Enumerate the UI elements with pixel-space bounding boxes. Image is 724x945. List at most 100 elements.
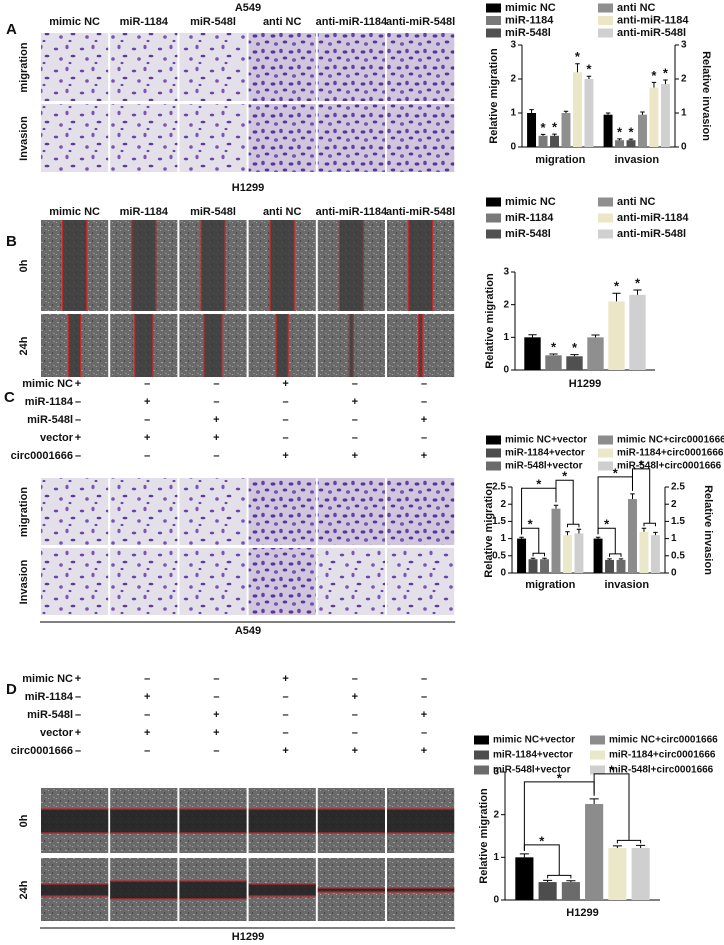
condition-sign: – (352, 727, 358, 739)
legend-swatch (486, 16, 501, 25)
micrograph (41, 104, 109, 172)
condition-sign: – (421, 673, 427, 685)
condition-sign: + (352, 745, 358, 757)
wound-gap (248, 809, 316, 833)
cell-line-label: A549 (235, 2, 261, 14)
group-bracket (547, 874, 572, 879)
legend-label: miR-548l+vector (505, 461, 583, 472)
bar (561, 882, 580, 900)
significance-mark: * (562, 469, 568, 484)
bar (629, 294, 646, 370)
bar (540, 559, 549, 573)
significance-mark: * (528, 517, 534, 532)
bar (528, 559, 538, 573)
condition-sign: + (213, 432, 219, 444)
error-bar (553, 504, 559, 509)
legend-label: miR-548l+vector (493, 765, 571, 776)
error-bar (586, 75, 592, 79)
legend-swatch (598, 461, 613, 471)
legend-swatch (486, 461, 501, 471)
error-bar (605, 112, 611, 115)
condition-sign: – (144, 450, 150, 462)
condition-sign: – (213, 450, 219, 462)
bar (638, 114, 647, 147)
condition-sign: – (352, 673, 358, 685)
micrograph (41, 478, 109, 545)
error-bar (529, 109, 534, 113)
y2-tick-label: 1 (681, 108, 687, 119)
wound-gap (110, 809, 178, 833)
wound-gap (201, 220, 225, 311)
y-tick-label: 1 (503, 332, 509, 343)
error-bar (640, 111, 645, 115)
legend-label: miR-1184+circ0001666 (617, 448, 724, 459)
condition-sign: – (421, 396, 427, 408)
legend-swatch (486, 28, 501, 38)
significance-mark: * (551, 339, 557, 354)
row-label: migration (18, 42, 30, 92)
error-bar (591, 334, 600, 338)
condition-sign: – (213, 673, 219, 685)
condition-sign: – (213, 396, 219, 408)
legend-label: miR-1184+vector (493, 750, 573, 761)
significance-mark: * (663, 65, 669, 80)
error-bar (540, 133, 546, 136)
micrograph (41, 33, 109, 101)
wound-gap (204, 314, 222, 377)
condition-sign: + (352, 450, 358, 462)
condition-sign: – (352, 709, 358, 721)
significance-bracket (523, 781, 595, 851)
x-tick-label: invasion (604, 579, 649, 591)
legend-swatch (486, 3, 501, 13)
legend-label: miR-548l (505, 27, 551, 39)
wound-gap (134, 314, 153, 377)
condition-label: circ0001666 (11, 450, 73, 462)
bar (562, 535, 572, 573)
y-tick-label: 1 (500, 533, 506, 544)
bar (527, 113, 537, 147)
condition-sign: + (144, 432, 150, 444)
condition-sign: + (75, 378, 81, 390)
significance-mark: * (586, 62, 592, 77)
error-bar (549, 353, 558, 356)
significance-mark: * (617, 124, 623, 139)
legend-label: miR-548l+circ0001666 (609, 765, 714, 776)
condition-sign: – (75, 709, 81, 721)
y2-tick-label: 0 (671, 568, 677, 579)
y-axis-label: Relative migration (483, 482, 495, 578)
significance-mark: * (651, 68, 657, 83)
legend-swatch (590, 735, 605, 745)
legend-label: mimic NC (505, 196, 556, 208)
condition-sign: – (283, 396, 289, 408)
bar (550, 135, 559, 147)
condition-sign: + (75, 432, 81, 444)
condition-sign: – (144, 709, 150, 721)
legend-label: mimic NC+circ0001666 (609, 735, 718, 746)
legend-label: miR-1184+vector (505, 448, 585, 459)
bar (517, 538, 527, 573)
bar (608, 301, 625, 370)
error-bar (543, 879, 553, 883)
wound-gap (110, 881, 178, 899)
condition-sign: – (144, 673, 150, 685)
legend-label: mimic NC+vector (505, 435, 587, 446)
micrograph (110, 478, 178, 545)
error-bar (566, 880, 576, 883)
condition-sign: – (75, 414, 81, 426)
error-bar (651, 81, 657, 88)
error-bar (542, 557, 547, 560)
condition-sign: – (213, 378, 219, 390)
error-bar (612, 845, 622, 848)
condition-sign: + (282, 673, 288, 685)
y-tick-label: 3 (510, 40, 516, 51)
condition-sign: – (352, 378, 358, 390)
condition-sign: + (144, 396, 150, 408)
condition-sign: + (282, 450, 288, 462)
micrograph (179, 104, 247, 172)
bar (538, 882, 557, 900)
error-bar (633, 289, 642, 295)
condition-label: vector (40, 727, 74, 739)
column-header: anti-miR-1184 (316, 206, 388, 218)
error-bar (519, 853, 529, 858)
bar (649, 87, 659, 147)
